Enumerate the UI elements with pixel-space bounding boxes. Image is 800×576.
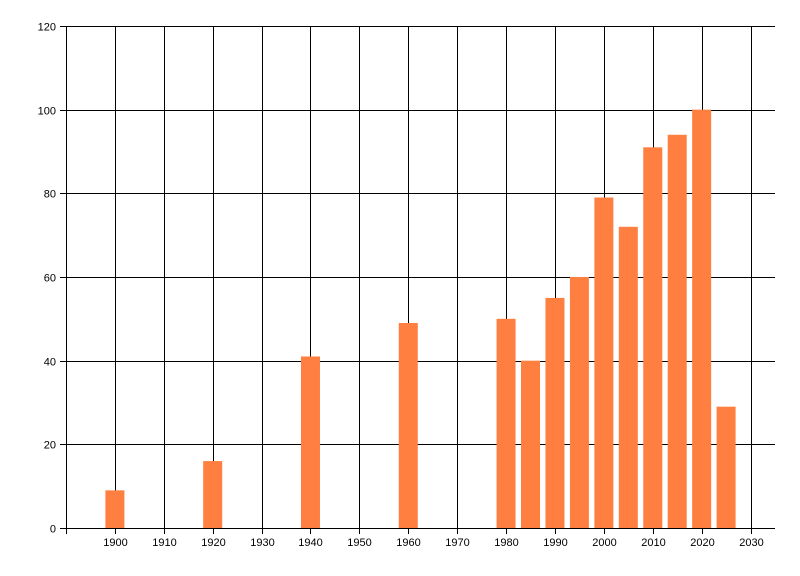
bar-1995 — [569, 277, 589, 528]
x-tick-label: 1970 — [445, 537, 469, 549]
x-tick-label: 2030 — [739, 537, 763, 549]
tick-labels: 0 20 40 60 80 100 120 1900 1910 1920 1930 1940 1950 1… — [38, 22, 764, 550]
bar-1990 — [545, 297, 565, 528]
y-tick-label: 120 — [38, 22, 56, 34]
x-tick-label: 1940 — [298, 537, 322, 549]
bar-2010 — [643, 147, 663, 528]
y-tick-label: 100 — [38, 106, 56, 118]
bar-2025 — [716, 406, 736, 528]
y-tick-label: 80 — [44, 189, 56, 201]
x-tick-label: 1910 — [152, 537, 176, 549]
bars — [105, 109, 736, 529]
x-tick-label: 2010 — [641, 537, 665, 549]
x-tick-label: 1950 — [347, 537, 371, 549]
y-tick-label: 60 — [44, 273, 56, 285]
bar-2000 — [594, 197, 614, 528]
x-tick-label: 1990 — [543, 537, 567, 549]
x-tick-label: 1960 — [396, 537, 420, 549]
bar-1920 — [203, 461, 223, 528]
bar-1980 — [496, 318, 516, 528]
y-tick-label: 40 — [44, 357, 56, 369]
bar-2020 — [692, 109, 712, 529]
bar-2005 — [618, 226, 638, 529]
bar-1900 — [105, 490, 125, 528]
x-tick-label: 1930 — [250, 537, 274, 549]
axes — [60, 26, 775, 534]
bar-1960 — [398, 323, 418, 528]
x-tick-label: 1920 — [201, 537, 225, 549]
x-tick-label: 1980 — [494, 537, 518, 549]
x-tick-label: 1900 — [103, 537, 127, 549]
y-tick-label: 20 — [44, 440, 56, 452]
bar-1985 — [521, 360, 541, 528]
y-tick-label: 0 — [50, 524, 56, 536]
bar-1940 — [300, 356, 320, 528]
x-tick-label: 2020 — [690, 537, 714, 549]
bar-2015 — [667, 134, 687, 528]
x-tick-label: 2000 — [592, 537, 616, 549]
